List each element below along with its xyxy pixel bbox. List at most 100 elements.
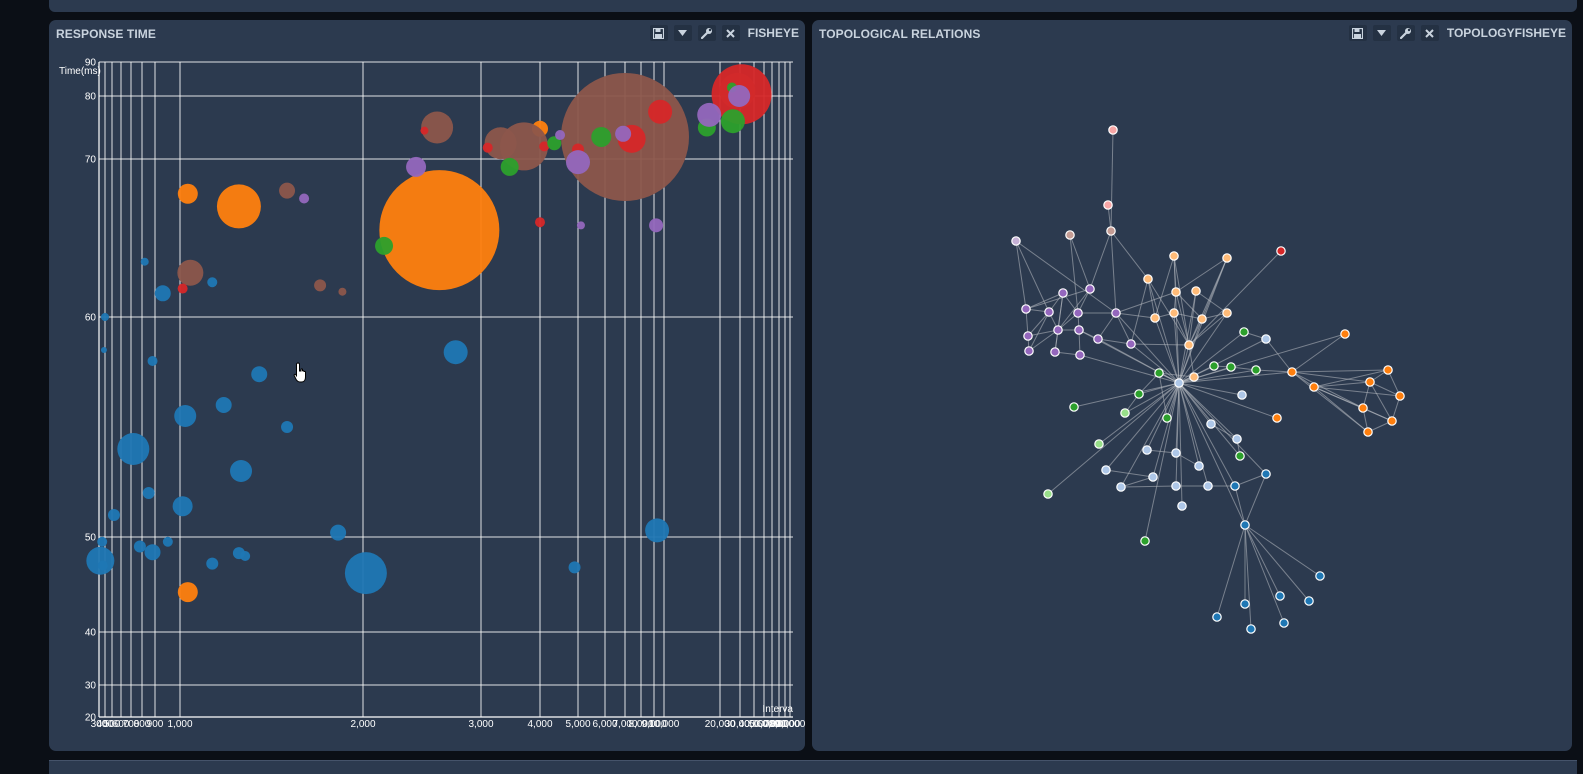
network-node [1275, 591, 1285, 601]
network-node [1304, 596, 1314, 606]
network-node [1169, 251, 1179, 261]
network-node [1053, 325, 1063, 335]
network-node [1148, 472, 1158, 482]
network-edge [1178, 382, 1246, 526]
network-node [1108, 125, 1118, 135]
bubble-point [728, 85, 751, 107]
save-icon[interactable] [1348, 25, 1367, 41]
network-edge [1313, 369, 1389, 388]
chevron-down-icon[interactable] [673, 25, 692, 41]
bubble-point [251, 366, 268, 383]
network-edge [1178, 382, 1209, 487]
network-node [1309, 382, 1319, 392]
bubble-point [375, 236, 394, 255]
network-edge [1120, 382, 1180, 488]
y-tick-label: 70 [85, 155, 97, 166]
network-node [1162, 413, 1172, 423]
bubble-point [720, 109, 745, 134]
bubble-point [230, 460, 253, 482]
network-node [1150, 313, 1160, 323]
bubble-point [535, 217, 545, 228]
y-tick-label: 60 [85, 313, 97, 324]
bubble-point [133, 540, 146, 553]
network-node [1261, 334, 1271, 344]
network-edge [1178, 382, 1243, 396]
x-tick-label: 5,000 [565, 719, 590, 730]
network-edge [1216, 524, 1246, 618]
bubble-point [279, 182, 296, 199]
y-tick-label: 90 [85, 58, 97, 69]
network-node [1276, 246, 1286, 256]
close-icon[interactable] [721, 25, 740, 41]
network-edge [1027, 329, 1059, 337]
bubble-point [174, 405, 197, 427]
network-edge [1097, 338, 1132, 345]
network-node [1240, 599, 1250, 609]
network-edge [1089, 230, 1112, 290]
network-edge [1188, 257, 1228, 346]
x-tick-label: 3,000 [468, 719, 493, 730]
network-edge [1130, 278, 1149, 345]
network-edge [1188, 250, 1282, 346]
bubble-point [142, 487, 155, 499]
network-node [1203, 481, 1213, 491]
bubble-point [299, 193, 310, 204]
network-node [1235, 451, 1245, 461]
network-node [1094, 439, 1104, 449]
x-tick-label: 50,000 [749, 719, 780, 730]
bubble-point [648, 99, 673, 124]
network-node [1279, 618, 1289, 628]
network-edge [1210, 423, 1238, 440]
bubble-point [344, 552, 387, 595]
save-icon[interactable] [649, 25, 668, 41]
x-tick-label: 400 [97, 719, 114, 730]
network-node [1171, 448, 1181, 458]
bubble-point [338, 287, 347, 296]
network-node [1363, 427, 1373, 437]
wrench-icon[interactable] [1396, 25, 1415, 41]
bubble-point [697, 102, 722, 127]
bubble-point [216, 184, 261, 229]
network-edge [1234, 473, 1267, 487]
panel-title: TOPOLOGICAL RELATIONS [819, 27, 981, 41]
network-edge [1120, 476, 1154, 488]
topology-network-graph[interactable] [812, 20, 1572, 751]
top-panel-strip [49, 0, 1577, 12]
network-edge [1120, 485, 1177, 488]
network-edge [1147, 278, 1180, 384]
chevron-down-icon[interactable] [1372, 25, 1391, 41]
close-icon[interactable] [1420, 25, 1439, 41]
bubble-point [97, 536, 108, 547]
network-edge [1178, 382, 1236, 487]
bubble-point [177, 183, 198, 204]
bubble-point [140, 257, 149, 266]
topology-fisheye-mode-button[interactable]: TOPOLOGYFISHEYE [1446, 26, 1566, 40]
network-edge [1178, 312, 1228, 384]
wrench-icon[interactable] [697, 25, 716, 41]
bubble-point [206, 557, 219, 570]
network-edge [1178, 371, 1293, 384]
network-node [1171, 287, 1181, 297]
network-node [1024, 346, 1034, 356]
network-node [1134, 389, 1144, 399]
bubble-point [568, 561, 581, 574]
network-node [1058, 288, 1068, 298]
network-edge [1027, 311, 1050, 337]
network-node [1143, 274, 1153, 284]
network-node [1171, 481, 1181, 491]
network-edge [1144, 382, 1180, 542]
bubble-point [147, 356, 158, 366]
bubble-point [232, 547, 245, 560]
network-edge [1234, 485, 1246, 526]
network-edge [1115, 312, 1132, 345]
bubble-point [207, 277, 218, 288]
network-edge [1244, 524, 1310, 602]
network-edge [1178, 382, 1278, 419]
network-node [1043, 489, 1053, 499]
fisheye-mode-button[interactable]: FISHEYE [747, 26, 799, 40]
x-tick-label: 90,000 [775, 719, 805, 730]
y-tick-label: 30 [85, 681, 97, 692]
network-node [1073, 308, 1083, 318]
network-node [1184, 340, 1194, 350]
